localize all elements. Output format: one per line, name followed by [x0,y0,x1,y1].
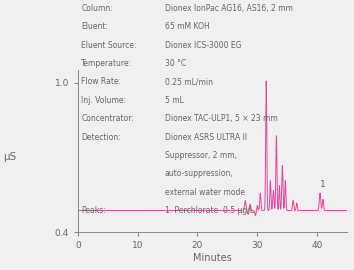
Text: Peaks:: Peaks: [81,206,106,215]
Text: external water mode: external water mode [165,188,245,197]
Text: Detection:: Detection: [81,133,121,141]
Text: Eluent:: Eluent: [81,22,108,31]
Text: Temperature:: Temperature: [81,59,132,68]
Text: auto-suppression,: auto-suppression, [165,169,233,178]
Text: 0.25 mL/min: 0.25 mL/min [165,77,213,86]
Text: 5 mL: 5 mL [165,96,183,105]
Text: μS: μS [4,151,17,162]
Text: Dionex IonPac AG16, AS16, 2 mm: Dionex IonPac AG16, AS16, 2 mm [165,4,292,13]
Text: Dionex TAC-ULP1, 5 × 23 mm: Dionex TAC-ULP1, 5 × 23 mm [165,114,278,123]
Text: Concentrator:: Concentrator: [81,114,134,123]
Text: Dionex ICS-3000 EG: Dionex ICS-3000 EG [165,41,241,50]
Text: 1: 1 [320,180,326,188]
Text: Column:: Column: [81,4,113,13]
Text: 30 °C: 30 °C [165,59,186,68]
Text: 65 mM KOH: 65 mM KOH [165,22,209,31]
Text: Suppressor, 2 mm,: Suppressor, 2 mm, [165,151,236,160]
Text: Flow Rate:: Flow Rate: [81,77,121,86]
Text: Eluent Source:: Eluent Source: [81,41,137,50]
X-axis label: Minutes: Minutes [193,253,232,263]
Text: 1. Perchlorate  0.5 μg/L: 1. Perchlorate 0.5 μg/L [165,206,254,215]
Text: Dionex ASRS ULTRA II: Dionex ASRS ULTRA II [165,133,247,141]
Text: Inj. Volume:: Inj. Volume: [81,96,126,105]
